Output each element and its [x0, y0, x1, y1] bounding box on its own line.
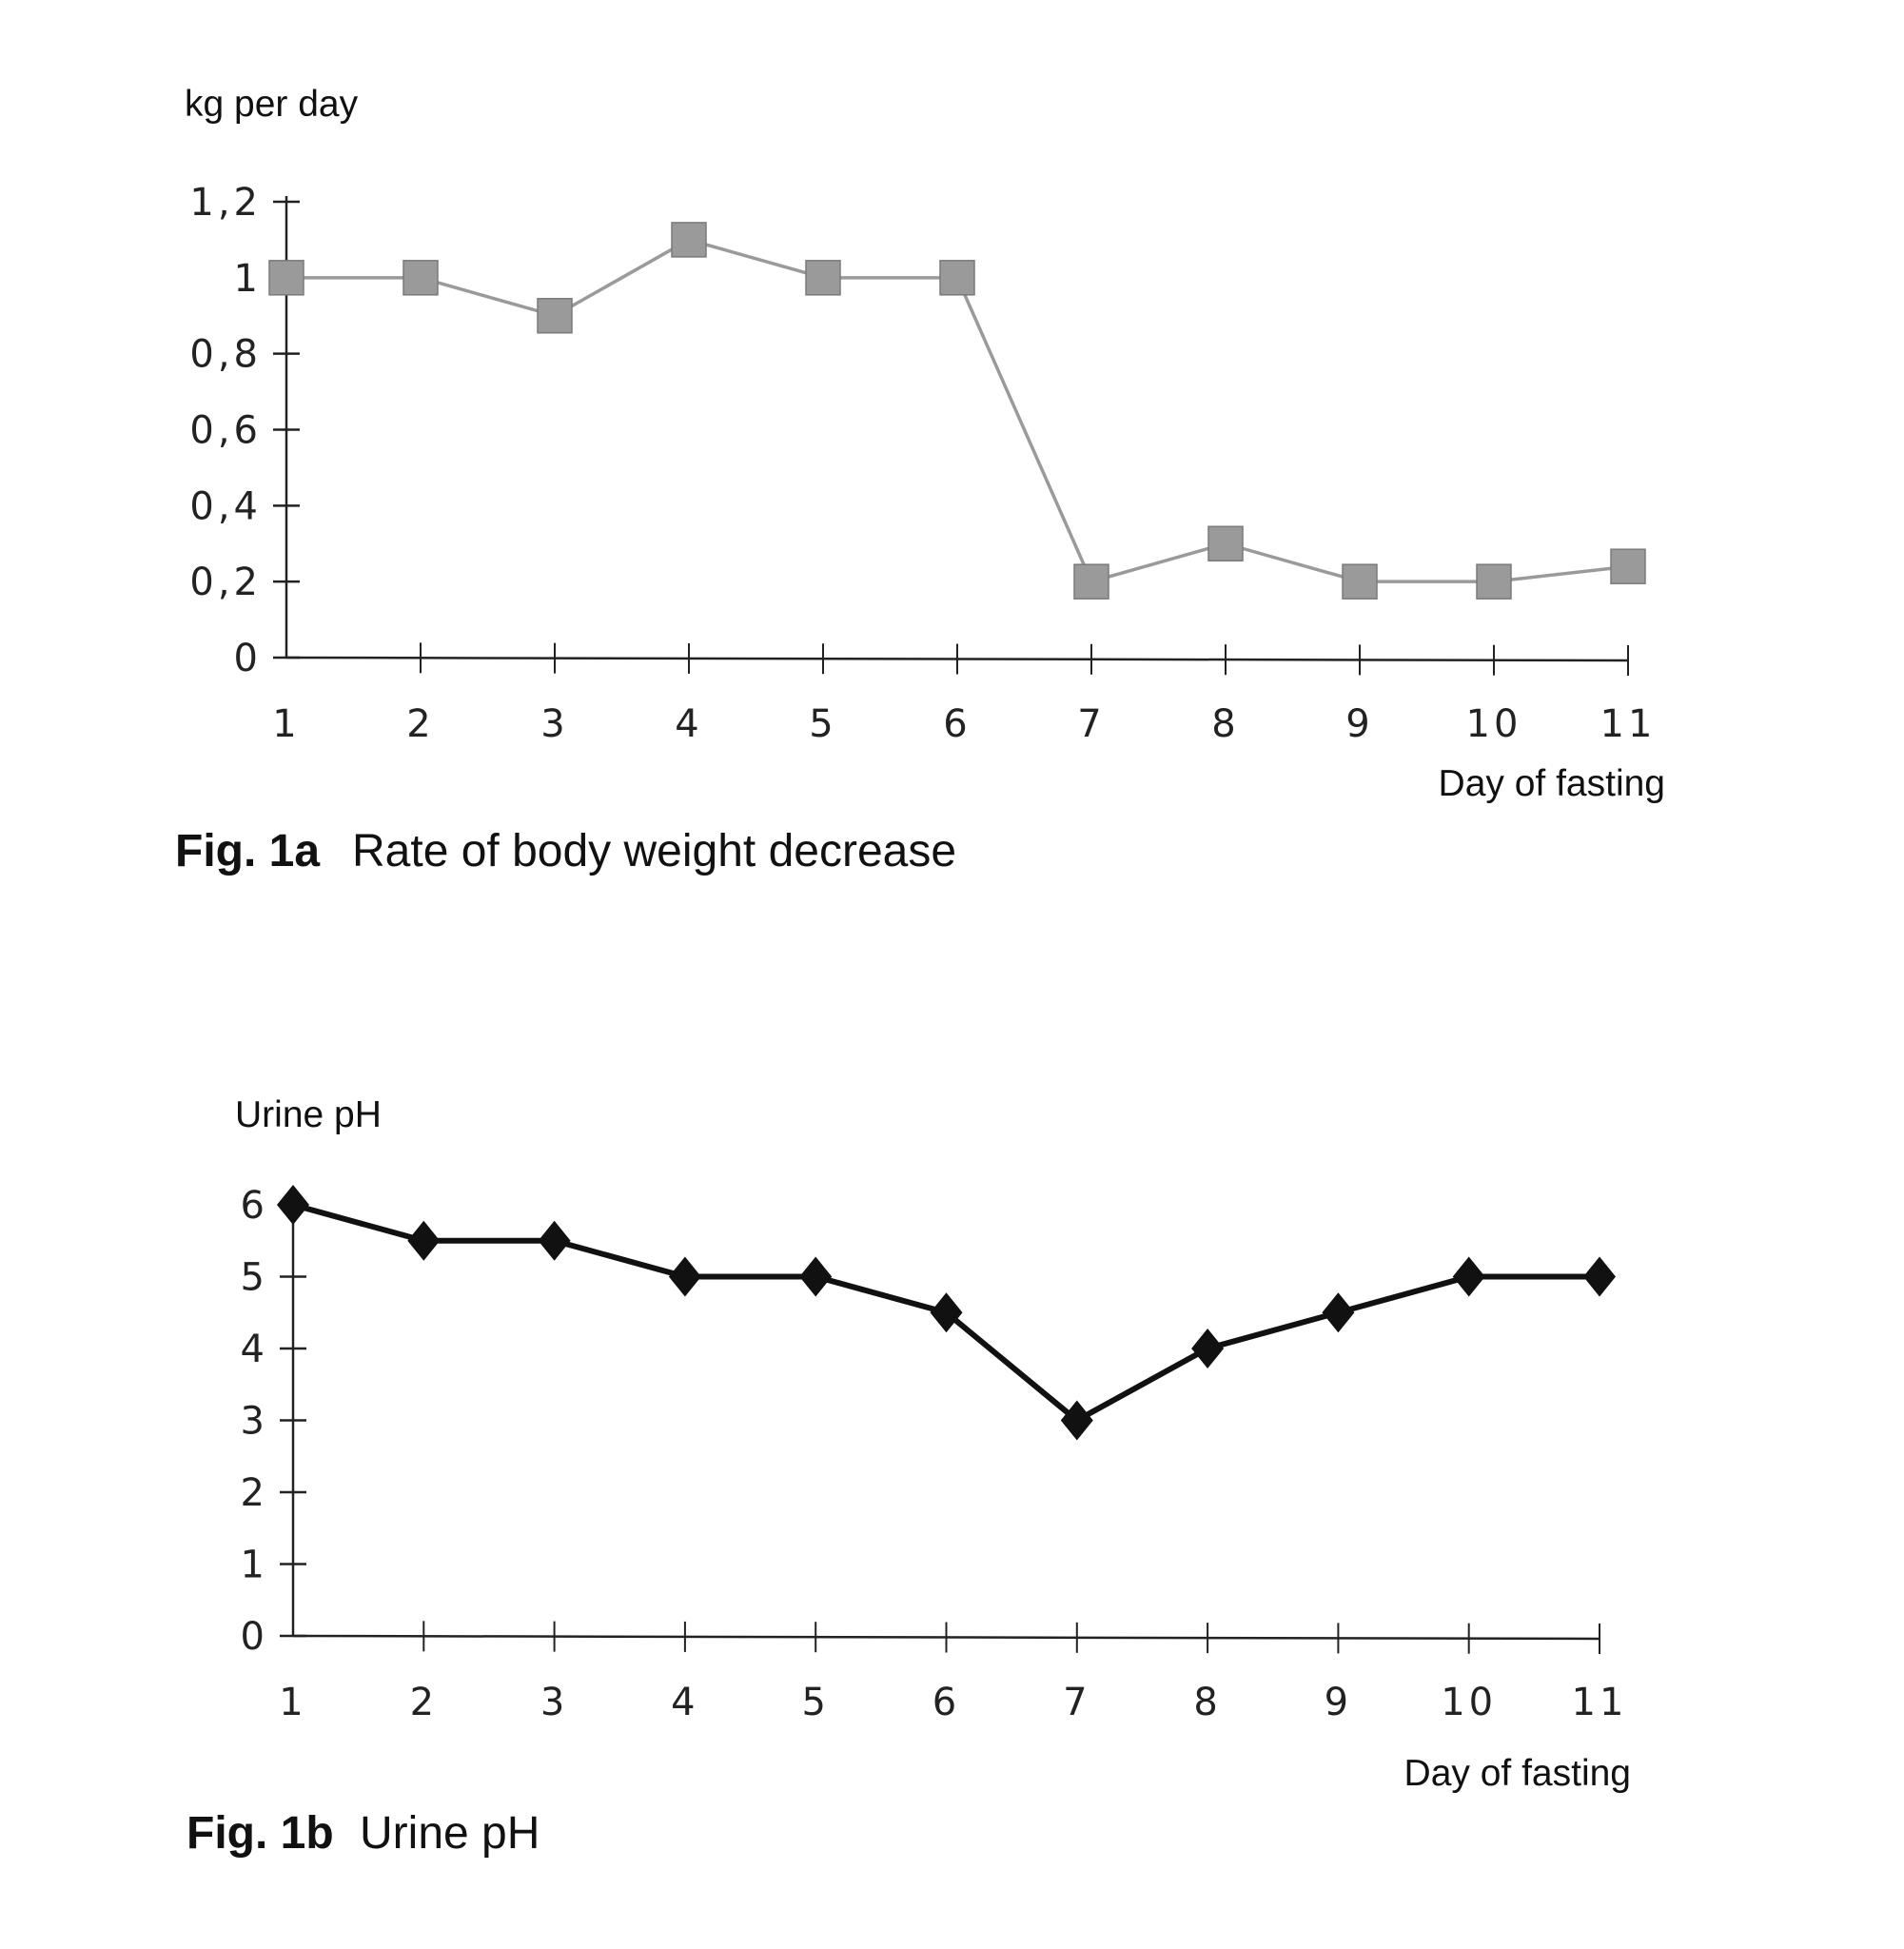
x-tick-label: 11	[1572, 1681, 1628, 1724]
data-point-square	[1610, 548, 1646, 584]
figure-number: Fig. 1b	[186, 1808, 334, 1859]
x-tick-label: 8	[1211, 702, 1239, 746]
x-tick-label: 7	[1077, 702, 1105, 746]
y-axis-label: kg per day	[185, 84, 359, 125]
x-tick-label: 1	[279, 1681, 306, 1724]
y-tick-label: 1,2	[189, 181, 262, 225]
data-point-square	[805, 260, 841, 296]
x-axis-label: Day of fasting	[1439, 763, 1665, 804]
data-point-square	[1073, 563, 1109, 600]
data-point-diamond	[538, 1220, 571, 1261]
x-tick-label: 3	[540, 1681, 568, 1724]
figure-title: Urine pH	[360, 1808, 540, 1859]
y-tick-label: 3	[241, 1400, 268, 1444]
y-tick-label: 0,6	[189, 409, 262, 453]
x-tick-label: 6	[943, 702, 971, 746]
y-tick-label: 5	[241, 1256, 268, 1300]
data-point-square	[402, 260, 439, 296]
x-tick-label: 11	[1600, 702, 1657, 746]
data-point-square	[1476, 563, 1512, 600]
x-tick-label: 10	[1441, 1681, 1497, 1724]
data-point-square	[1207, 525, 1244, 561]
x-tick-label: 1	[272, 702, 300, 746]
data-point-diamond	[407, 1220, 441, 1261]
data-point-diamond	[930, 1292, 963, 1333]
x-tick-label: 2	[406, 702, 434, 746]
figure-title: Rate of body weight decrease	[352, 826, 956, 876]
y-tick-label: 0	[241, 1615, 268, 1659]
data-point-diamond	[799, 1256, 833, 1297]
y-tick-label: 6	[241, 1184, 268, 1228]
chart-body-weight: 0 0,2 0,4 0,6 0,8 1 1,2 1 2 3 4 5 6 7 8 9 10 11 kg per day…	[175, 84, 1665, 876]
y-tick-label: 4	[241, 1328, 268, 1371]
y-tick-label: 1	[234, 257, 262, 301]
x-tick-label: 9	[1325, 1681, 1352, 1724]
x-tick-label: 5	[801, 1681, 829, 1724]
data-point-diamond	[1191, 1329, 1225, 1368]
y-tick-label: 0,8	[189, 333, 262, 377]
x-tick-label: 9	[1345, 702, 1373, 746]
y-tick-label: 0,2	[189, 561, 262, 604]
data-point-square	[537, 298, 573, 334]
data-point-square	[939, 260, 975, 296]
data-point-diamond	[668, 1256, 701, 1297]
x-tick-label: 2	[410, 1681, 438, 1724]
x-axis-label: Day of fasting	[1404, 1753, 1631, 1794]
y-axis-label: Urine pH	[235, 1094, 382, 1135]
data-point-diamond	[277, 1185, 309, 1225]
x-tick-label: 8	[1193, 1681, 1221, 1724]
x-tick-label: 10	[1466, 702, 1522, 746]
y-tick-label: 2	[241, 1471, 268, 1515]
y-tick-label: 0,4	[189, 484, 262, 528]
x-tick-label: 7	[1063, 1681, 1090, 1724]
data-point-diamond	[1060, 1400, 1093, 1441]
data-point-square	[671, 222, 707, 258]
data-point-diamond	[1583, 1256, 1616, 1297]
x-tick-label: 3	[540, 702, 568, 746]
y-tick-label: 0	[234, 637, 262, 680]
data-point-square	[268, 260, 304, 296]
figure-number: Fig. 1a	[175, 826, 320, 876]
data-point-diamond	[1322, 1292, 1355, 1333]
x-tick-label: 4	[675, 702, 702, 746]
data-point-square	[1342, 563, 1378, 600]
x-tick-label: 5	[809, 702, 836, 746]
data-point-diamond	[1452, 1256, 1485, 1297]
y-tick-label: 1	[241, 1544, 268, 1587]
x-tick-label: 4	[671, 1681, 698, 1724]
x-tick-label: 6	[932, 1681, 960, 1724]
